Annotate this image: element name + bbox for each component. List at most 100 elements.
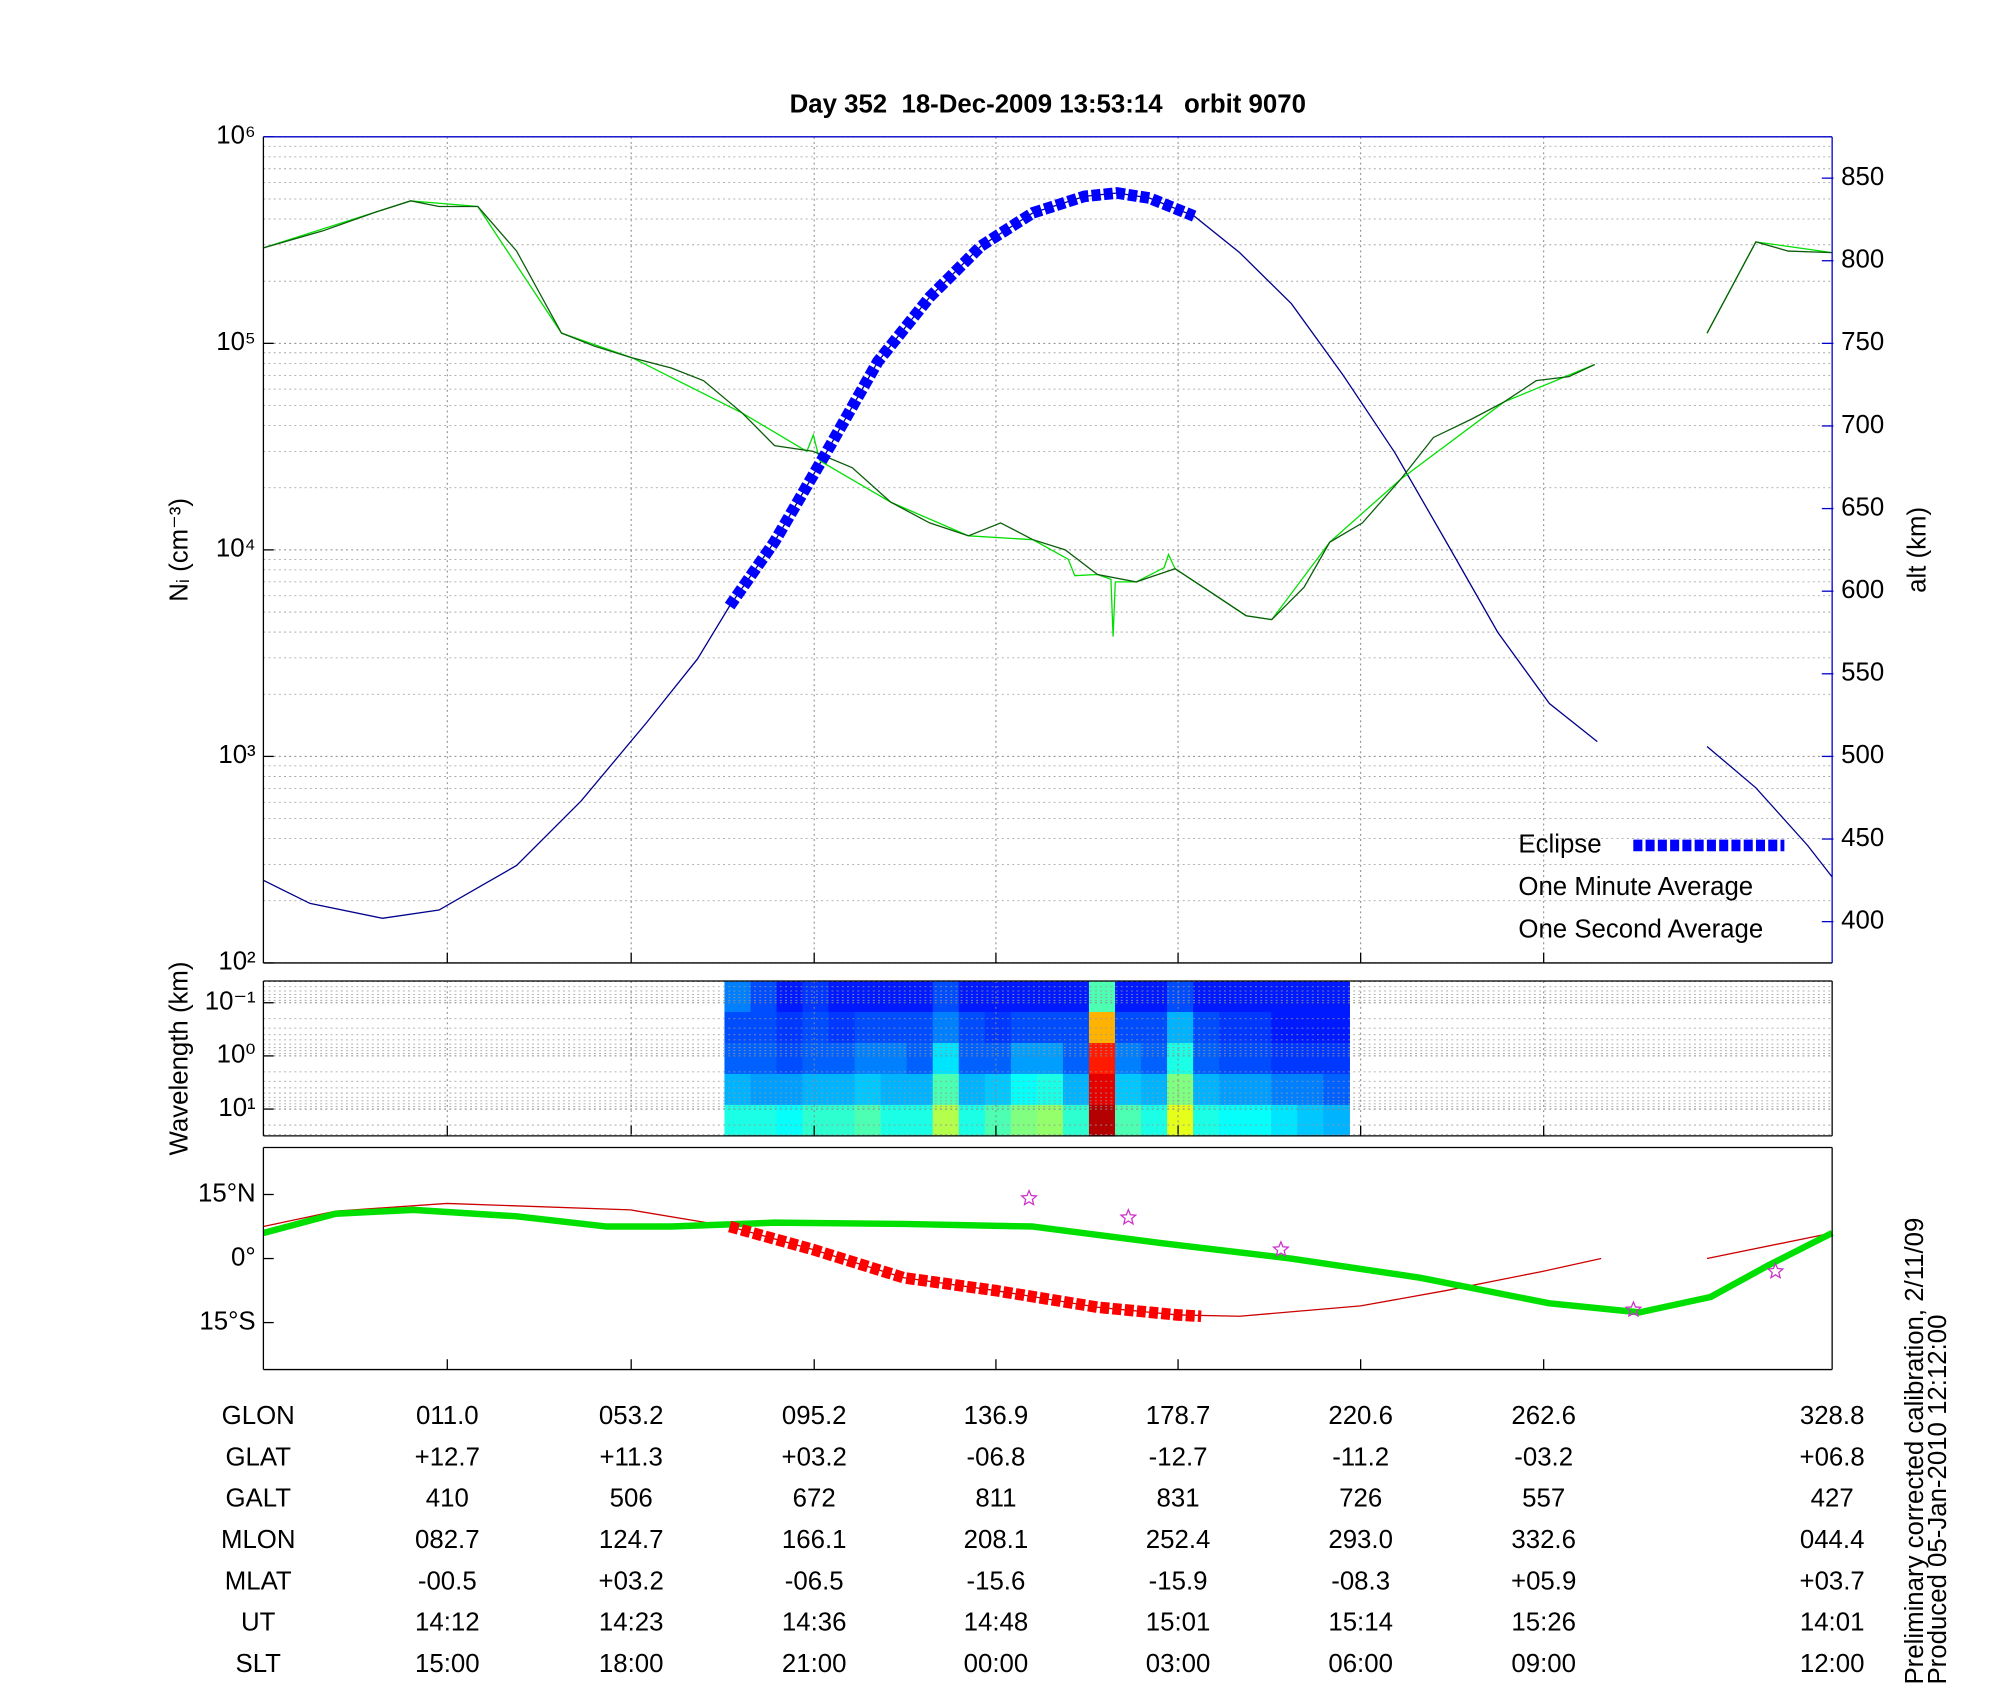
table-cell: 726 bbox=[1339, 1485, 1382, 1513]
table-cell: 12:00 bbox=[1800, 1650, 1865, 1678]
heatmap-cell bbox=[1193, 1042, 1220, 1075]
heatmap-cell bbox=[750, 1104, 778, 1137]
heatmap-cell bbox=[776, 1042, 804, 1075]
y2-tick-label: 600 bbox=[1841, 576, 1884, 604]
heatmap-cell bbox=[1297, 981, 1324, 1013]
heatmap-cell bbox=[802, 1073, 830, 1106]
heatmap-cell bbox=[750, 1042, 778, 1075]
y2-tick-label: 750 bbox=[1841, 328, 1884, 356]
table-cell: +05.9 bbox=[1511, 1567, 1576, 1595]
heatmap-cell bbox=[1114, 1042, 1142, 1075]
y2-tick-label: 550 bbox=[1841, 659, 1884, 687]
y-tick-label: 10¹ bbox=[218, 1094, 256, 1122]
table-cell: 21:00 bbox=[782, 1650, 847, 1678]
heatmap-cell bbox=[1245, 981, 1272, 1013]
footnote: Produced 05-Jan-2010 12:12:00 bbox=[1924, 1315, 1952, 1685]
heatmap-cell bbox=[1219, 1073, 1246, 1106]
y2-tick-label: 800 bbox=[1841, 246, 1884, 274]
heatmap-cell bbox=[984, 1073, 1012, 1106]
star-marker bbox=[1624, 1300, 1643, 1318]
y-tick-label: 15°N bbox=[198, 1179, 256, 1207]
heatmap-cell bbox=[1219, 1011, 1246, 1044]
table-cell: 095.2 bbox=[782, 1402, 847, 1430]
heatmap-cell bbox=[1323, 1011, 1350, 1044]
y-tick-label: 15°S bbox=[199, 1307, 255, 1335]
heatmap-cell bbox=[1245, 1011, 1272, 1044]
heatmap-cell bbox=[1271, 981, 1298, 1013]
heatmap-cell bbox=[1297, 1042, 1324, 1075]
table-cell: 252.4 bbox=[1146, 1526, 1211, 1554]
heatmap-cell bbox=[1167, 1073, 1194, 1106]
heatmap-cell bbox=[724, 981, 752, 1013]
row-label: GLON bbox=[222, 1402, 295, 1430]
y-tick-label: 10⁶ bbox=[216, 122, 255, 150]
heatmap-cell bbox=[906, 1042, 934, 1075]
table-cell: 14:48 bbox=[964, 1609, 1029, 1637]
table-cell: 293.0 bbox=[1328, 1526, 1393, 1554]
heatmap-cell bbox=[958, 1042, 986, 1075]
heatmap-cell bbox=[802, 1104, 830, 1137]
heatmap-cell bbox=[984, 1042, 1012, 1075]
table-cell: +12.7 bbox=[415, 1443, 480, 1471]
heatmap-cell bbox=[932, 1042, 960, 1075]
legend-label: One Minute Average bbox=[1518, 873, 1753, 901]
row-label: MLAT bbox=[225, 1567, 292, 1595]
y-tick-label: 10⁴ bbox=[216, 535, 256, 563]
row-label: UT bbox=[241, 1609, 276, 1637]
heatmap-cell bbox=[828, 1073, 856, 1106]
heatmap-cell bbox=[828, 1042, 856, 1075]
heatmap-cell bbox=[880, 1042, 908, 1075]
heatmap-cell bbox=[958, 1073, 986, 1106]
heatmap-cell bbox=[1088, 1042, 1116, 1075]
heatmap-cell bbox=[1062, 1104, 1090, 1137]
heatmap-cell bbox=[1271, 1042, 1298, 1075]
legend-label: One Second Average bbox=[1518, 915, 1763, 943]
heatmap-cell bbox=[828, 1104, 856, 1137]
heatmap-cell bbox=[1297, 1104, 1324, 1137]
heatmap-cell bbox=[1088, 1073, 1116, 1106]
heatmap-cell bbox=[932, 1104, 960, 1137]
heatmap-cell bbox=[958, 981, 986, 1013]
y-tick-label: 10⁻¹ bbox=[205, 988, 256, 1016]
heatmap-cell bbox=[1245, 1042, 1272, 1075]
y-tick-label: 10⁵ bbox=[216, 328, 255, 356]
table-cell: 14:23 bbox=[599, 1609, 664, 1637]
heatmap-cell bbox=[1141, 1042, 1168, 1075]
table-cell: +03.2 bbox=[782, 1443, 847, 1471]
heatmap-cell bbox=[1297, 1073, 1324, 1106]
table-cell: +03.2 bbox=[599, 1567, 664, 1595]
table-cell: 262.6 bbox=[1511, 1402, 1576, 1430]
table-cell: 506 bbox=[610, 1485, 653, 1513]
heatmap-cell bbox=[1114, 1104, 1142, 1137]
table-cell: 00:00 bbox=[964, 1650, 1029, 1678]
table-cell: 082.7 bbox=[415, 1526, 480, 1554]
heatmap-cell bbox=[984, 1104, 1012, 1137]
table-cell: -03.2 bbox=[1514, 1443, 1573, 1471]
table-cell: 811 bbox=[975, 1485, 1016, 1513]
heatmap-cell bbox=[1245, 1104, 1272, 1137]
table-cell: 557 bbox=[1522, 1485, 1565, 1513]
table-cell: -15.9 bbox=[1149, 1567, 1208, 1595]
heatmap-cell bbox=[1245, 1073, 1272, 1106]
star-marker bbox=[1766, 1261, 1785, 1280]
row-label: GLAT bbox=[225, 1443, 291, 1471]
heatmap-cell bbox=[1167, 981, 1194, 1013]
table-cell: 14:01 bbox=[1800, 1609, 1865, 1637]
heatmap-cell bbox=[932, 981, 960, 1013]
y-axis-label: Wavelength (km) bbox=[166, 961, 194, 1155]
star-marker bbox=[1020, 1188, 1039, 1206]
table-cell: -06.5 bbox=[785, 1567, 844, 1595]
table-cell: 15:00 bbox=[415, 1650, 480, 1678]
heatmap-cell bbox=[854, 1042, 882, 1075]
heatmap-cell bbox=[1193, 1104, 1220, 1137]
table-cell: -08.3 bbox=[1331, 1567, 1390, 1595]
table-cell: 18:00 bbox=[599, 1650, 664, 1678]
heatmap-cell bbox=[1062, 981, 1090, 1013]
table-cell: -12.7 bbox=[1149, 1443, 1208, 1471]
table-cell: 14:36 bbox=[782, 1609, 847, 1637]
table-cell: 053.2 bbox=[599, 1402, 664, 1430]
heatmap-cell bbox=[906, 1104, 934, 1137]
heatmap-cell bbox=[776, 981, 804, 1013]
heatmap-cell bbox=[802, 981, 830, 1013]
table-cell: 427 bbox=[1811, 1485, 1854, 1513]
